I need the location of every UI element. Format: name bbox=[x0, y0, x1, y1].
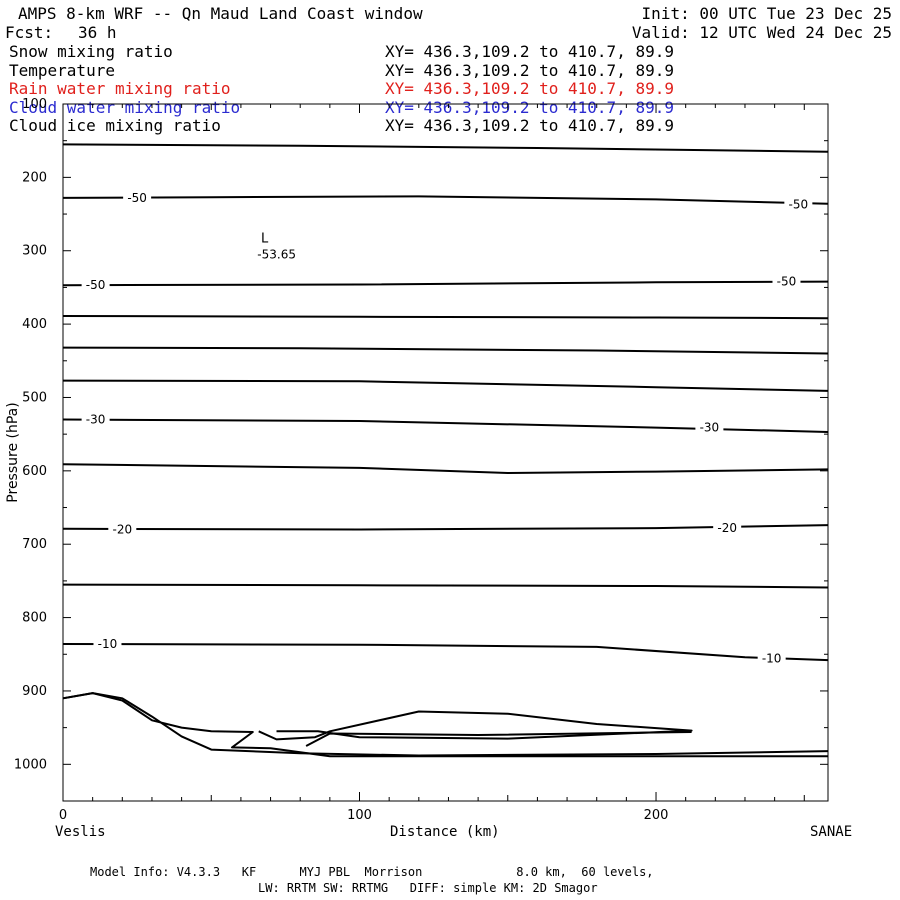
temperature-contour bbox=[62, 692, 829, 757]
contour-label: -50 bbox=[86, 278, 106, 292]
field-name: Rain water mixing ratio bbox=[9, 79, 231, 98]
temperature-contour bbox=[62, 583, 829, 589]
chart-title: AMPS 8-km WRF -- Qn Maud Land Coast wind… bbox=[18, 4, 423, 23]
field-name: Cloud ice mixing ratio bbox=[9, 116, 221, 135]
contour-label-gap bbox=[757, 651, 786, 666]
contour-label: -10 bbox=[98, 637, 118, 651]
temperature-contour bbox=[62, 379, 829, 392]
temperature-contour bbox=[62, 643, 829, 662]
contour-label-gap bbox=[695, 420, 724, 435]
contour-label-gap bbox=[784, 197, 813, 212]
contour-label: -30 bbox=[700, 421, 720, 435]
y-tick-label: 400 bbox=[22, 317, 47, 332]
contour-label: -30 bbox=[86, 412, 106, 426]
field-xy: XY= 436.3,109.2 to 410.7, 89.9 bbox=[385, 60, 674, 80]
y-axis-label: Pressure (hPa) bbox=[5, 402, 21, 502]
y-tick-label: 100 bbox=[22, 97, 47, 112]
temperature-contour bbox=[62, 346, 829, 355]
temperature-contour bbox=[62, 143, 829, 153]
contour-label: -10 bbox=[762, 652, 782, 666]
contour-label-gap bbox=[108, 522, 137, 537]
start-station-label: Veslis bbox=[55, 824, 106, 840]
contour-label-gap bbox=[772, 274, 801, 289]
contour-label: -50 bbox=[789, 198, 809, 212]
x-tick-label: 200 bbox=[644, 808, 669, 823]
contour-label-gap bbox=[81, 278, 110, 293]
y-tick-label: 800 bbox=[22, 611, 47, 626]
y-tick-label: 700 bbox=[22, 537, 47, 552]
y-tick-label: 1000 bbox=[14, 757, 47, 772]
field-name: Snow mixing ratio bbox=[9, 42, 173, 61]
forecast-value: 36 h bbox=[78, 23, 117, 42]
low-marker-symbol: L bbox=[261, 232, 269, 247]
contour-label: -50 bbox=[127, 191, 147, 205]
model-info-line1: Model Info: V4.3.3 KF MYJ PBL Morrison 8… bbox=[90, 865, 654, 879]
y-tick-label: 900 bbox=[22, 684, 47, 699]
x-axis-label: Distance (km) bbox=[390, 824, 500, 840]
contour-label-gap bbox=[713, 521, 742, 536]
temperature-contour bbox=[62, 524, 829, 531]
plot-frame bbox=[62, 103, 829, 802]
contour-label-gap bbox=[123, 190, 152, 205]
contour-label: -50 bbox=[777, 275, 797, 289]
field-xy: XY= 436.3,109.2 to 410.7, 89.9 bbox=[385, 79, 674, 98]
temperature-contour bbox=[62, 463, 829, 474]
init-time: Init: 00 UTC Tue 23 Dec 25 bbox=[641, 4, 892, 23]
temperature-contour bbox=[62, 315, 829, 320]
temperature-contour bbox=[62, 692, 828, 758]
contour-label-gap bbox=[93, 636, 122, 651]
contour-label: -20 bbox=[717, 521, 737, 535]
end-station-label: SANAE bbox=[810, 824, 853, 840]
field-name: Cloud water mixing ratio bbox=[9, 97, 241, 117]
y-tick-label: 500 bbox=[22, 390, 47, 405]
temperature-contour bbox=[62, 280, 829, 287]
model-info-line2: LW: RRTM SW: RRTMG DIFF: simple KM: 2D S… bbox=[258, 881, 598, 895]
valid-time: Valid: 12 UTC Wed 24 Dec 25 bbox=[631, 23, 892, 42]
field-xy: XY= 436.3,109.2 to 410.7, 89.9 bbox=[385, 116, 674, 135]
field-xy: XY= 436.3,109.2 to 410.7, 89.9 bbox=[385, 42, 674, 61]
forecast-label: Fcst: bbox=[5, 23, 54, 42]
x-tick-label: 100 bbox=[347, 808, 372, 823]
contour-label-gap bbox=[81, 412, 110, 427]
temperature-contour bbox=[305, 731, 692, 747]
temperature-contour bbox=[62, 418, 829, 433]
temperature-contour bbox=[258, 710, 693, 741]
x-tick-label: 0 bbox=[59, 808, 67, 823]
contour-label: -20 bbox=[112, 523, 132, 537]
y-tick-label: 300 bbox=[22, 244, 47, 259]
field-name: Temperature bbox=[9, 60, 115, 80]
temperature-contour bbox=[62, 195, 829, 205]
low-marker-value: -53.65 bbox=[257, 248, 296, 262]
y-tick-label: 200 bbox=[22, 170, 47, 185]
y-tick-label: 600 bbox=[22, 464, 47, 479]
